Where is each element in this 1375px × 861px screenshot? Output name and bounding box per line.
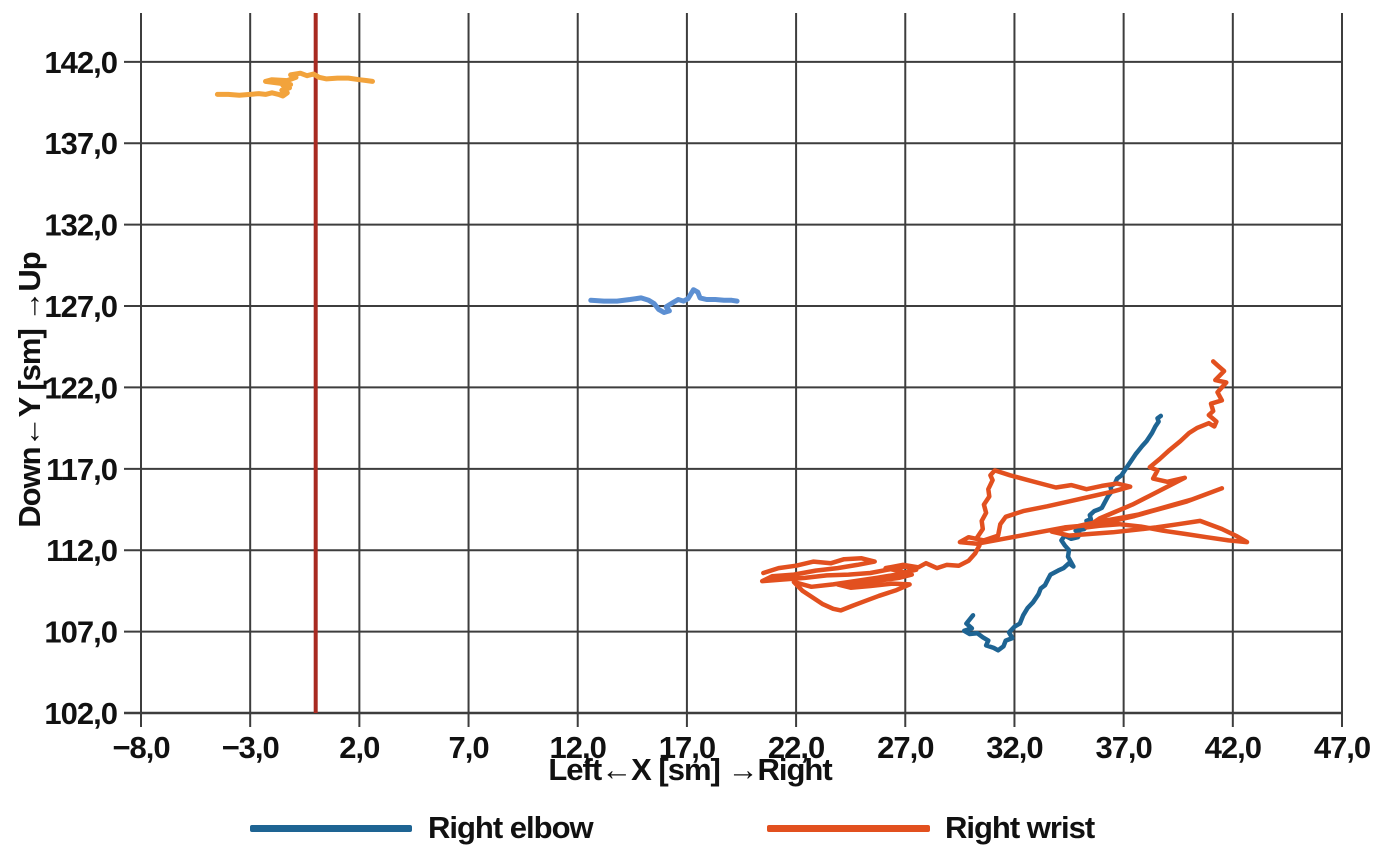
- y-tick-label: 127,0: [44, 289, 117, 324]
- right-wrist-legend-swatch: [767, 825, 930, 832]
- trace-right-wrist: [759, 359, 1250, 613]
- x-tick-label: 27,0: [877, 730, 933, 765]
- right-wrist-legend-label: Right wrist: [945, 810, 1095, 845]
- y-tick-label: 132,0: [44, 208, 117, 243]
- x-tick-label: 17,0: [659, 730, 715, 765]
- x-tick-label: 2,0: [339, 730, 379, 765]
- legend-item-right-elbow: Right elbow: [250, 808, 610, 848]
- x-tick-label: 7,0: [448, 730, 488, 765]
- x-tick-label: 12,0: [550, 730, 606, 765]
- legend-item-right-wrist: Right wrist: [767, 808, 1127, 848]
- x-tick-label: 42,0: [1205, 730, 1261, 765]
- right-elbow-legend-label: Right elbow: [428, 810, 594, 845]
- y-tick-label: 137,0: [44, 126, 117, 161]
- y-tick-label: 122,0: [44, 370, 117, 405]
- x-tick-label: 22,0: [768, 730, 824, 765]
- y-axis-title: Down←Y [sm] →Up: [12, 252, 47, 528]
- x-tick-label: 47,0: [1314, 730, 1370, 765]
- right-elbow-legend-swatch: [250, 825, 412, 832]
- x-tick-label: 32,0: [986, 730, 1042, 765]
- y-tick-label: 142,0: [44, 45, 117, 80]
- y-tick-label: 117,0: [46, 452, 117, 487]
- y-tick-label: 102,0: [44, 696, 117, 731]
- x-axis-title: Left←X [sm] →Right: [548, 752, 832, 787]
- trace-right-elbow: [961, 413, 1164, 653]
- x-tick-label: 37,0: [1095, 730, 1151, 765]
- x-tick-label: −8,0: [112, 730, 169, 765]
- y-tick-label: 112,0: [46, 533, 117, 568]
- trace-upper-left-cluster: [214, 70, 375, 99]
- trace-middle-cluster: [588, 287, 740, 315]
- x-tick-label: −3,0: [222, 730, 279, 765]
- y-tick-label: 107,0: [44, 615, 117, 650]
